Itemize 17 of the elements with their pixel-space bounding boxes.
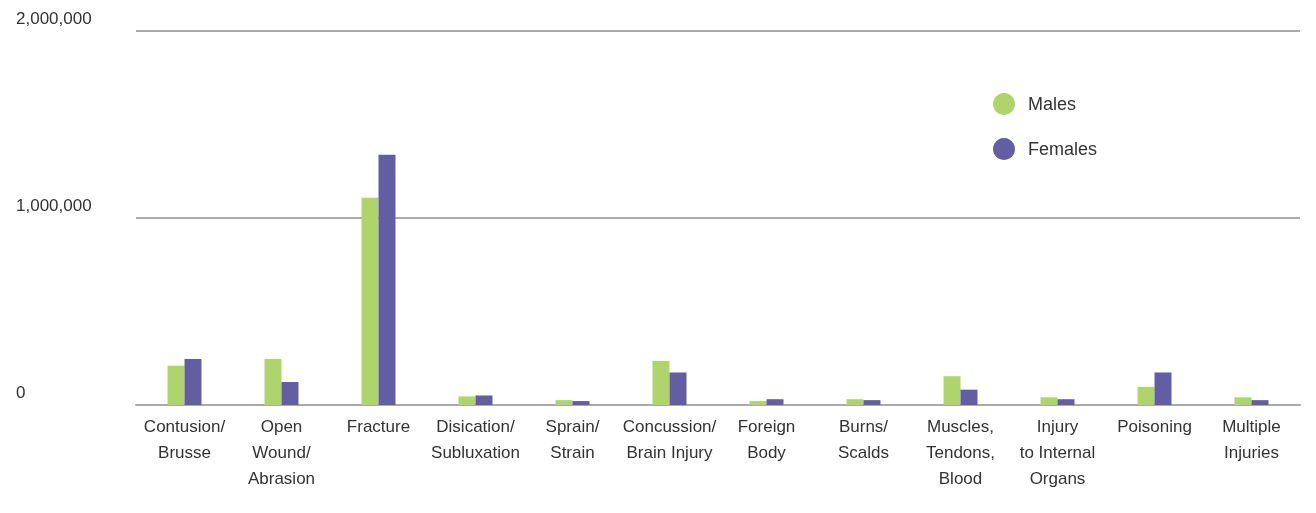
x-tick-label: Multiple Injuries	[1222, 416, 1281, 462]
y-tick-label: 1,000,000	[16, 196, 92, 215]
x-tick-label: Fracture	[346, 416, 411, 436]
x-tick-label: Muscles, Tendons, Blood	[926, 416, 995, 488]
x-tick-label: Disication/ Subluxation	[431, 416, 520, 462]
x-tick-label: Sprain/ Strain	[545, 416, 600, 462]
x-tick-label: Contusion/ Brusse	[143, 416, 226, 462]
x-tick-label: Open Wound/ Abrasion	[247, 416, 316, 488]
legend-label: Males	[1028, 94, 1077, 114]
legend-label: Females	[1028, 139, 1098, 159]
y-tick-label: 2,000,000	[16, 9, 92, 28]
x-tick-label: Poisoning	[1117, 416, 1192, 436]
x-tick-label: Injury to Internal Organs	[1019, 416, 1096, 488]
y-tick-label: 0	[16, 383, 26, 402]
x-tick-label: Burns/ Scalds	[837, 416, 890, 462]
x-tick-label: Foreign Body	[737, 416, 796, 462]
x-tick-label: Concussion/ Brain Injury	[622, 416, 717, 462]
